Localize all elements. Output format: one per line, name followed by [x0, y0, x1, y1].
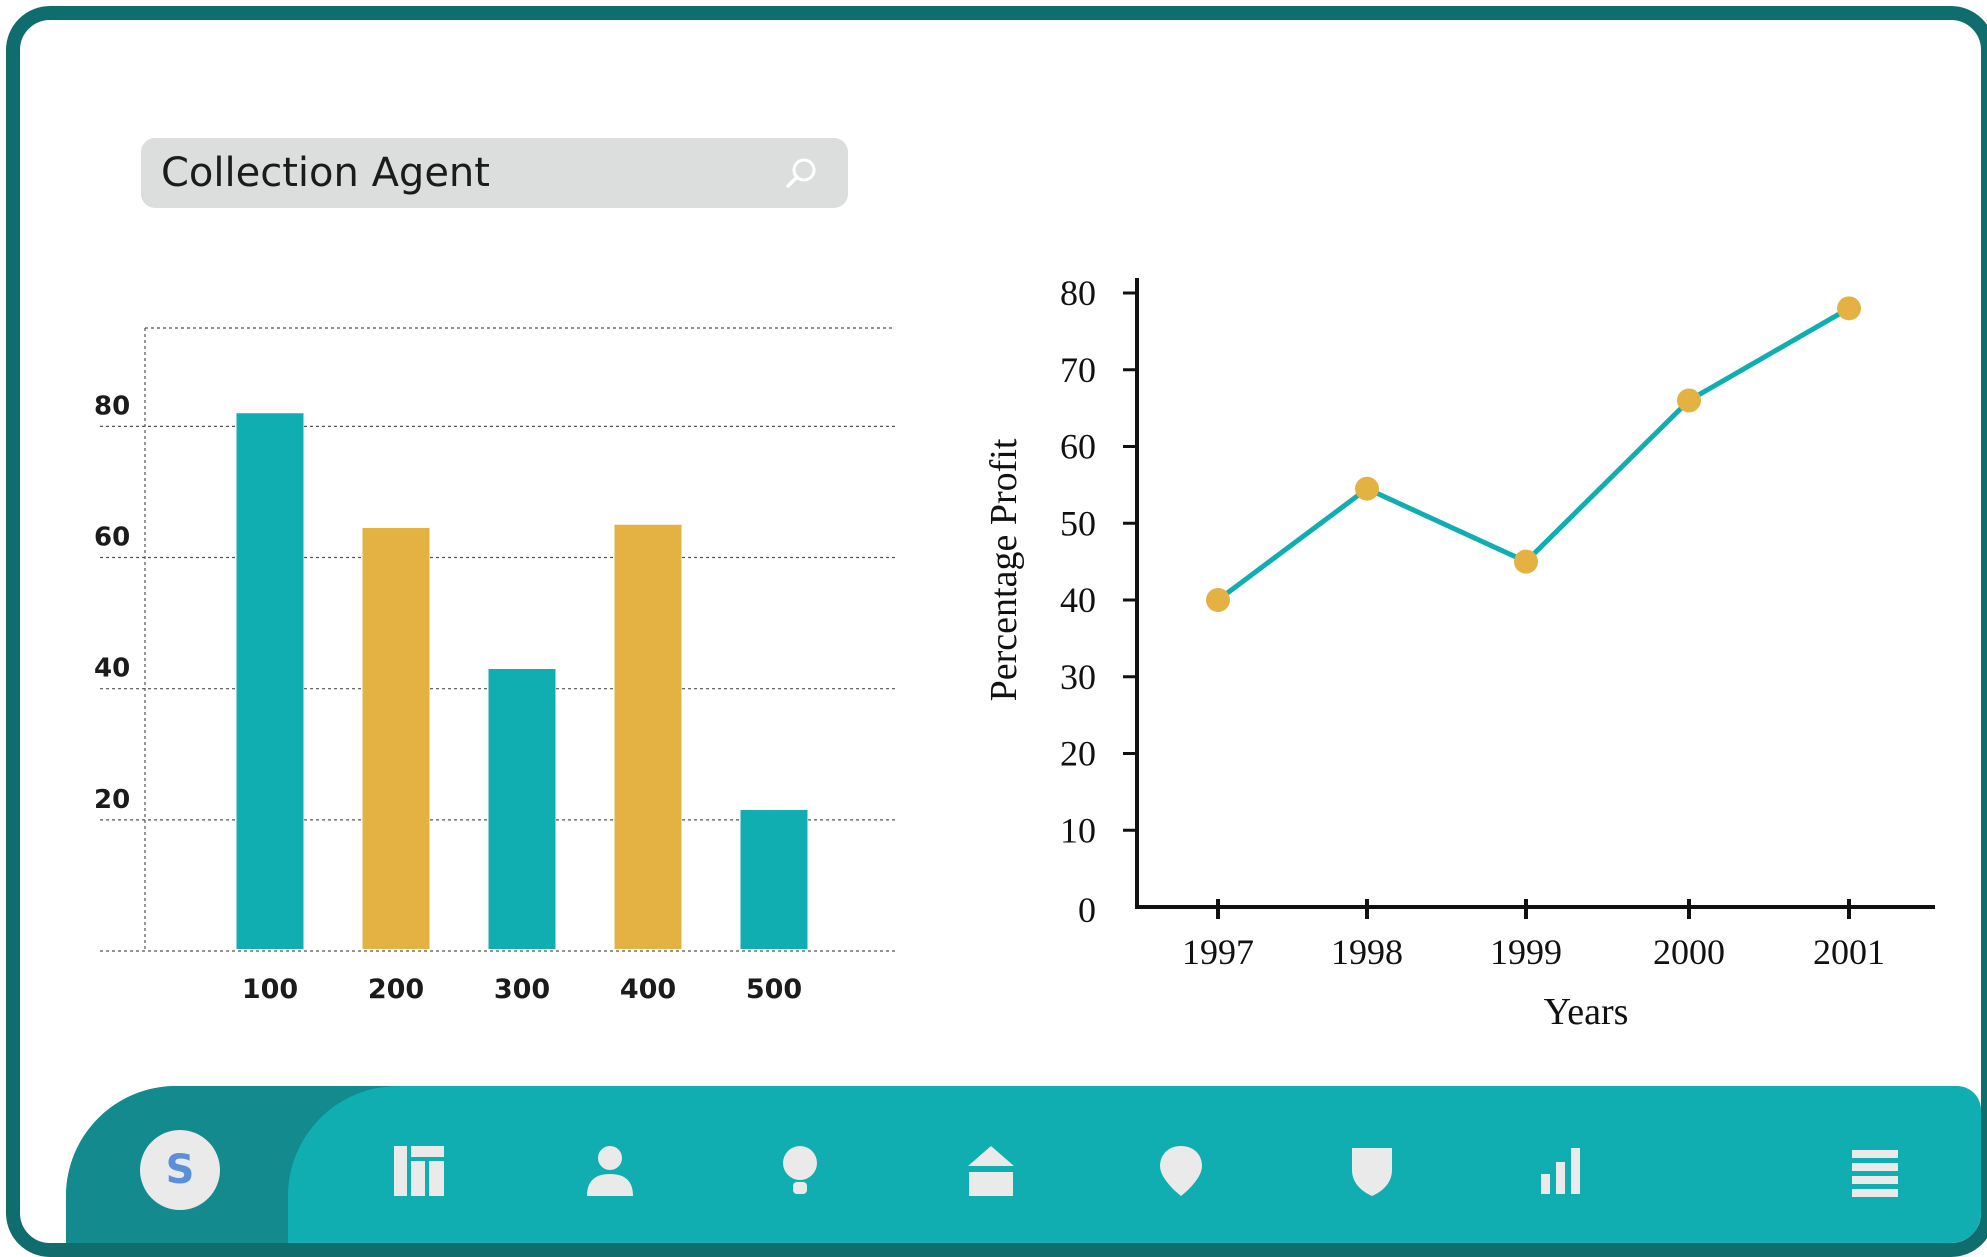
user-icon[interactable] — [583, 1144, 637, 1198]
x-tick-label: 300 — [494, 974, 550, 1005]
y-tick-label: 60 — [1060, 427, 1096, 467]
bar — [740, 810, 808, 949]
bar-chart-icon[interactable] — [1535, 1144, 1589, 1198]
avatar[interactable]: S — [140, 1130, 220, 1210]
x-tick-label: 1999 — [1490, 932, 1562, 972]
search-icon[interactable] — [782, 155, 820, 193]
y-tick-label: 40 — [94, 654, 130, 684]
x-axis-label: Years — [1544, 991, 1629, 1033]
bottom-navbar: S — [66, 1086, 1981, 1243]
x-tick-label: 100 — [242, 974, 298, 1005]
x-tick-label: 2000 — [1653, 932, 1725, 972]
data-point — [1206, 588, 1230, 612]
x-tick-label: 1998 — [1331, 932, 1403, 972]
location-pin-icon[interactable] — [1154, 1144, 1208, 1198]
bar — [236, 413, 304, 949]
y-tick-label: 70 — [1060, 350, 1096, 390]
y-tick-label: 50 — [1060, 503, 1096, 543]
data-point — [1837, 296, 1861, 321]
bar-chart: 20 40 60 80 100 200 300 400 500 — [94, 327, 895, 1005]
y-tick-label: 20 — [1060, 734, 1096, 774]
menu-icon[interactable] — [1848, 1144, 1902, 1198]
y-tick-label: 30 — [1060, 657, 1096, 697]
x-tick-label: 500 — [746, 974, 802, 1005]
x-tick-label: 400 — [620, 974, 676, 1005]
y-tick-label: 20 — [94, 785, 130, 815]
shield-icon[interactable] — [1345, 1144, 1399, 1198]
y-tick-label: 10 — [1060, 810, 1096, 850]
x-tick-label: 1997 — [1182, 932, 1254, 972]
bar — [614, 524, 682, 949]
x-tick-label: 2001 — [1813, 932, 1885, 972]
y-axis-label: Percentage Profit — [983, 438, 1025, 701]
data-point — [1355, 476, 1379, 501]
search-input[interactable]: Collection Agent — [161, 150, 490, 196]
bar — [362, 528, 430, 949]
search-bar[interactable]: Collection Agent — [141, 138, 848, 208]
lightbulb-icon[interactable] — [773, 1144, 827, 1198]
y-tick-label: 80 — [1060, 273, 1096, 313]
home-icon[interactable] — [964, 1144, 1018, 1198]
line-chart: 0 10 20 30 40 50 60 70 80 1997 1998 1999 2000 2001 Yea… — [983, 273, 1935, 1033]
data-point — [1677, 388, 1701, 413]
y-tick-label: 0 — [1078, 890, 1096, 930]
y-tick-label: 60 — [94, 523, 130, 553]
dashboard-icon[interactable] — [392, 1144, 446, 1198]
x-tick-label: 200 — [368, 974, 424, 1005]
y-tick-label: 40 — [1060, 580, 1096, 620]
y-tick-label: 80 — [94, 391, 130, 421]
data-point — [1514, 549, 1538, 574]
bar — [488, 669, 556, 949]
